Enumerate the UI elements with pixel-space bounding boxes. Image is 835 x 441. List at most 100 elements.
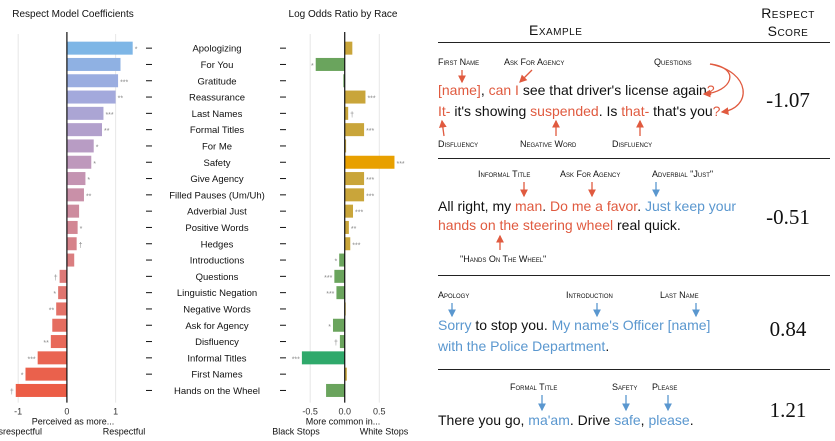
bar [66, 90, 116, 104]
feature-label: Filled Pauses (Um/Uh) [169, 190, 265, 201]
significance-marker: *** [355, 210, 363, 217]
label-please: Please [652, 382, 678, 392]
feature-label: Linguistic Negation [177, 288, 257, 299]
tick-label: -0.5 [302, 407, 318, 417]
feature-label: Disfluency [195, 337, 239, 348]
bar [339, 335, 345, 349]
significance-marker: * [311, 63, 314, 70]
label-negative-word: Negative Word [520, 139, 577, 149]
tick-label: 0.0 [338, 407, 351, 417]
hands-wheel-text: keep your [670, 198, 737, 214]
example-3-line-1: Sorry to stop you. My name's Officer [na… [438, 315, 710, 336]
tick-label: 0 [64, 407, 69, 417]
header-rule [438, 42, 830, 43]
adverbial-just-text: Just [644, 198, 671, 214]
significance-marker: *** [326, 291, 334, 298]
bar [66, 155, 92, 169]
feature-label: Apologizing [192, 44, 241, 55]
feature-label: Ask for Agency [185, 321, 249, 332]
bar [344, 172, 365, 186]
score-2: -0.51 [766, 205, 810, 229]
text-span: that's you [649, 103, 713, 119]
bar [66, 41, 133, 55]
significance-marker: *** [366, 177, 374, 184]
feature-label: For Me [202, 141, 232, 152]
significance-marker: * [80, 226, 83, 233]
significance-marker: *** [366, 193, 374, 200]
example-3-line-2: with the Police Department. [438, 336, 609, 357]
feature-label: Adverbial Just [187, 207, 247, 218]
label-questions: Questions [654, 57, 692, 67]
bar [326, 383, 345, 397]
example-1-line-1: [name], can I see that driver's license … [438, 80, 715, 101]
significance-marker: *** [396, 161, 404, 168]
bar [15, 383, 67, 397]
feature-label: Hands on the Wheel [174, 386, 260, 397]
bar [336, 286, 345, 300]
bar [66, 220, 78, 234]
label-ask-for-agency: Ask For Agency [504, 57, 565, 67]
please-text: please [648, 412, 690, 428]
label-last-name: Last Name [660, 290, 699, 300]
chart-title: Log Odds Ratio by Race [289, 9, 398, 20]
significance-marker: ** [49, 307, 55, 314]
ask-agency-text: Do me a favor [550, 198, 638, 214]
bar [66, 253, 75, 267]
text-span: . Is [598, 103, 622, 119]
label-formal-title: Formal Title [510, 382, 558, 392]
feature-label: Give Agency [190, 174, 244, 185]
significance-marker: ** [118, 96, 124, 103]
significance-marker: † [54, 275, 58, 282]
bar [56, 302, 67, 316]
text-span: There you go, [438, 412, 529, 428]
feature-label: Formal Titles [190, 125, 245, 136]
bar [50, 335, 67, 349]
text-span: . Drive [569, 412, 615, 428]
score-4: 1.21 [769, 398, 807, 422]
significance-marker: † [350, 112, 354, 119]
bar [344, 155, 395, 169]
text-span: to stop you. [471, 317, 552, 333]
significance-marker: ** [104, 128, 110, 135]
significance-marker: * [53, 291, 56, 298]
introduction-text: My name's Officer [name] [551, 317, 711, 333]
bar [344, 188, 365, 202]
label-disfluency-2: Disfluency [612, 139, 653, 149]
bar [66, 106, 104, 120]
first-name-text: [name] [438, 82, 481, 98]
score-3: 0.84 [769, 317, 807, 341]
feature-label: Last Names [192, 109, 243, 120]
tick-label: 0.5 [373, 407, 386, 417]
x-axis-label: Perceived as more... [32, 417, 115, 427]
respect-coefficients-chart: *****************††*********†-1 0 1Respect… [0, 9, 145, 437]
bar [343, 74, 345, 88]
significance-marker: † [79, 242, 83, 249]
apology-text: Sorry [438, 317, 472, 333]
label-safety: Safety [612, 382, 638, 392]
charts-figure: *****************††*********†-1 0 1Respect… [0, 9, 409, 437]
label-apology: Apology [438, 290, 470, 300]
significance-marker: *** [105, 112, 113, 119]
feature-label: Reassurance [189, 93, 245, 104]
bar [344, 367, 347, 381]
bar [344, 220, 349, 234]
significance-marker: * [135, 47, 138, 54]
bar [301, 351, 345, 365]
bar [66, 123, 102, 137]
text-span: . [542, 198, 551, 214]
disfluency-text: that- [621, 103, 650, 119]
x-axis-label-left: Black Stops [272, 427, 320, 437]
feature-label: Positive Words [185, 223, 248, 234]
significance-marker: *** [27, 356, 35, 363]
informal-title-text: man [515, 198, 543, 214]
safety-text: safe [614, 412, 641, 428]
example-header: Example [529, 22, 583, 38]
text-span: All right, my [438, 198, 516, 214]
label-introduction: Introduction [566, 290, 613, 300]
bar [37, 351, 67, 365]
label-adverbial-just: Adverbial "Just" [652, 169, 714, 179]
text-span: it's showing [450, 103, 531, 119]
bar [66, 237, 77, 251]
disfluency-text: It- [438, 103, 451, 119]
text-span: , [480, 82, 489, 98]
